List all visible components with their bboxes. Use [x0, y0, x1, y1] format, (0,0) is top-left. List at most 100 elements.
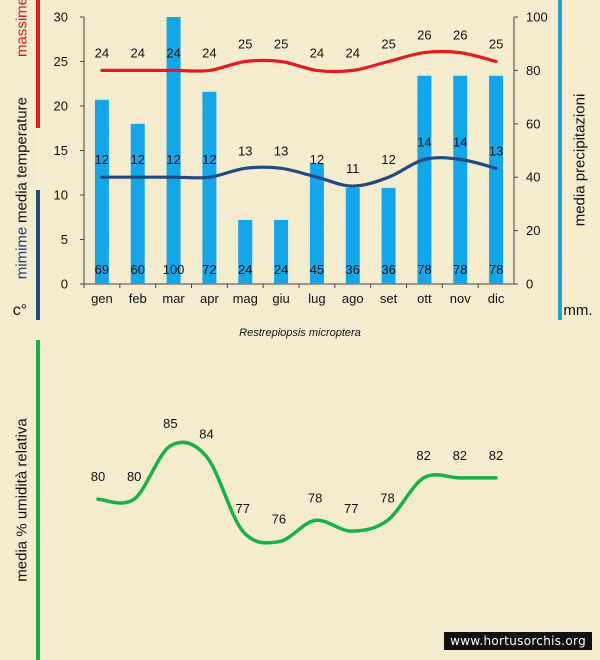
- precipitation-bar: [381, 187, 396, 284]
- min-temperature-label: 13: [489, 143, 503, 158]
- precipitation-label: 78: [489, 262, 503, 277]
- precipitation-bar: [238, 219, 253, 284]
- max-temperature-label: 25: [489, 37, 503, 52]
- humidity-axis-label: media % umidità relativa: [14, 418, 31, 582]
- left-tick-label: 15: [54, 143, 68, 158]
- min-temperature-label: 12: [166, 152, 180, 167]
- min-temperature-label: mimime: [14, 227, 31, 280]
- precipitation-label: 45: [310, 262, 324, 277]
- min-temperature-label: 13: [274, 143, 288, 158]
- humidity-value-label: 76: [272, 512, 286, 527]
- precipitation-label: 36: [346, 262, 360, 277]
- x-tick-label: ago: [342, 291, 364, 306]
- max-temperature-label: 25: [381, 37, 395, 52]
- min-temperature-label: 12: [381, 152, 395, 167]
- x-tick-label: ott: [417, 291, 432, 306]
- humidity-value-label: 78: [380, 490, 394, 505]
- humidity-value-label: 85: [163, 416, 177, 431]
- precipitation-label: 100: [163, 262, 185, 277]
- x-tick-label: gen: [91, 291, 113, 306]
- max-temperature-label: 24: [346, 45, 360, 60]
- left-tick-label: 20: [54, 99, 68, 114]
- data-labels: 24 24 24 24 25 25 24 24 25 26 26 25 12 12 12 12 13 13 12 11…: [95, 28, 504, 277]
- max-temperature-label: 24: [131, 45, 145, 60]
- precipitation-bar: [417, 75, 432, 285]
- min-temperature-label: 12: [95, 152, 109, 167]
- min-temperature-label: 11: [346, 161, 360, 176]
- precipitation-label: 36: [381, 262, 395, 277]
- x-tick-label: lug: [308, 291, 325, 306]
- min-temperature-label: 14: [417, 134, 431, 149]
- temperature-unit: c°: [13, 302, 27, 319]
- humidity-line: [96, 440, 498, 545]
- temperature-lines: [100, 49, 498, 188]
- left-tick-label: 5: [61, 232, 68, 247]
- right-tick-label: 60: [526, 116, 540, 131]
- humidity-curve: [96, 440, 498, 545]
- x-tick-label: apr: [200, 291, 219, 306]
- precipitation-label: 78: [453, 262, 467, 277]
- max-temperature-label: 24: [166, 45, 180, 60]
- x-tick-label: set: [380, 291, 398, 306]
- precipitation-bar: [274, 219, 289, 284]
- right-tick-label: 80: [526, 63, 540, 78]
- max-temperature-label: 24: [95, 45, 109, 60]
- right-tick-label: 20: [526, 223, 540, 238]
- precipitation-label: 69: [95, 262, 109, 277]
- left-tick-label: 10: [54, 188, 68, 203]
- max-temperature-line: [100, 49, 498, 74]
- precipitation-label: media precipitazioni: [572, 94, 589, 227]
- mean-temperature-label: media temperature: [14, 97, 31, 223]
- right-tick-label: 100: [526, 10, 548, 25]
- humidity-value-label: 80: [127, 469, 141, 484]
- min-temperature-label: 14: [453, 134, 467, 149]
- humidity-data-labels: 80 80 85 84 77 76 78 77 78 82 82 82: [91, 416, 503, 527]
- humidity-value-label: 77: [235, 501, 249, 516]
- humidity-value-label: 78: [308, 490, 322, 505]
- x-tick-label: feb: [129, 291, 147, 306]
- x-tick-label: dic: [488, 291, 505, 306]
- site-credit[interactable]: www.hortusorchis.org: [444, 632, 592, 650]
- min-temperature-label: 12: [310, 152, 324, 167]
- precipitation-bar: [345, 187, 360, 284]
- precipitation-bar: [489, 75, 504, 285]
- humidity-value-label: 84: [199, 427, 213, 442]
- max-temperature-label: 25: [274, 37, 288, 52]
- precipitation-bars: [94, 17, 504, 285]
- humidity-chart: media % umidità relativa 80 80 85 84 77 76 78 7…: [14, 340, 503, 660]
- max-temperature-label: 26: [453, 28, 467, 43]
- max-temperature-label: 25: [238, 37, 252, 52]
- plot-axes: [80, 16, 518, 288]
- precipitation-label: 60: [131, 262, 145, 277]
- precipitation-bar: [202, 91, 217, 284]
- species-caption: Restrepiopsis microptera: [239, 327, 361, 339]
- right-tick-label: 40: [526, 170, 540, 185]
- precipitation-bar: [94, 99, 109, 285]
- precipitation-bar: [166, 17, 181, 284]
- precipitation-label: 24: [274, 262, 288, 277]
- x-tick-label: mag: [233, 291, 258, 306]
- max-temperature-label: 24: [310, 45, 324, 60]
- climate-chart: 24 24 24 24 25 25 24 24 25 26 26 25 12 12 12 12 13 13 12 11…: [13, 0, 593, 339]
- x-tick-label: mar: [162, 291, 185, 306]
- x-tick-label: giu: [272, 291, 289, 306]
- left-tick-label: 0: [61, 277, 68, 292]
- min-temperature-label: 12: [202, 152, 216, 167]
- x-tick-label: nov: [450, 291, 471, 306]
- humidity-value-label: 80: [91, 469, 105, 484]
- min-temperature-line: [100, 156, 498, 188]
- min-temperature-label: 13: [238, 143, 252, 158]
- humidity-value-label: 77: [344, 501, 358, 516]
- max-temperature-label: massime: [14, 0, 31, 57]
- precipitation-unit: mm.: [563, 302, 592, 319]
- min-temperature-label: 12: [131, 152, 145, 167]
- max-temperature-label: 24: [202, 45, 216, 60]
- left-tick-label: 30: [54, 10, 68, 25]
- right-tick-label: 0: [526, 277, 533, 292]
- precipitation-bar: [453, 75, 468, 285]
- max-temperature-label: 26: [417, 28, 431, 43]
- humidity-value-label: 82: [453, 448, 467, 463]
- humidity-value-label: 82: [489, 448, 503, 463]
- precipitation-label: 78: [417, 262, 431, 277]
